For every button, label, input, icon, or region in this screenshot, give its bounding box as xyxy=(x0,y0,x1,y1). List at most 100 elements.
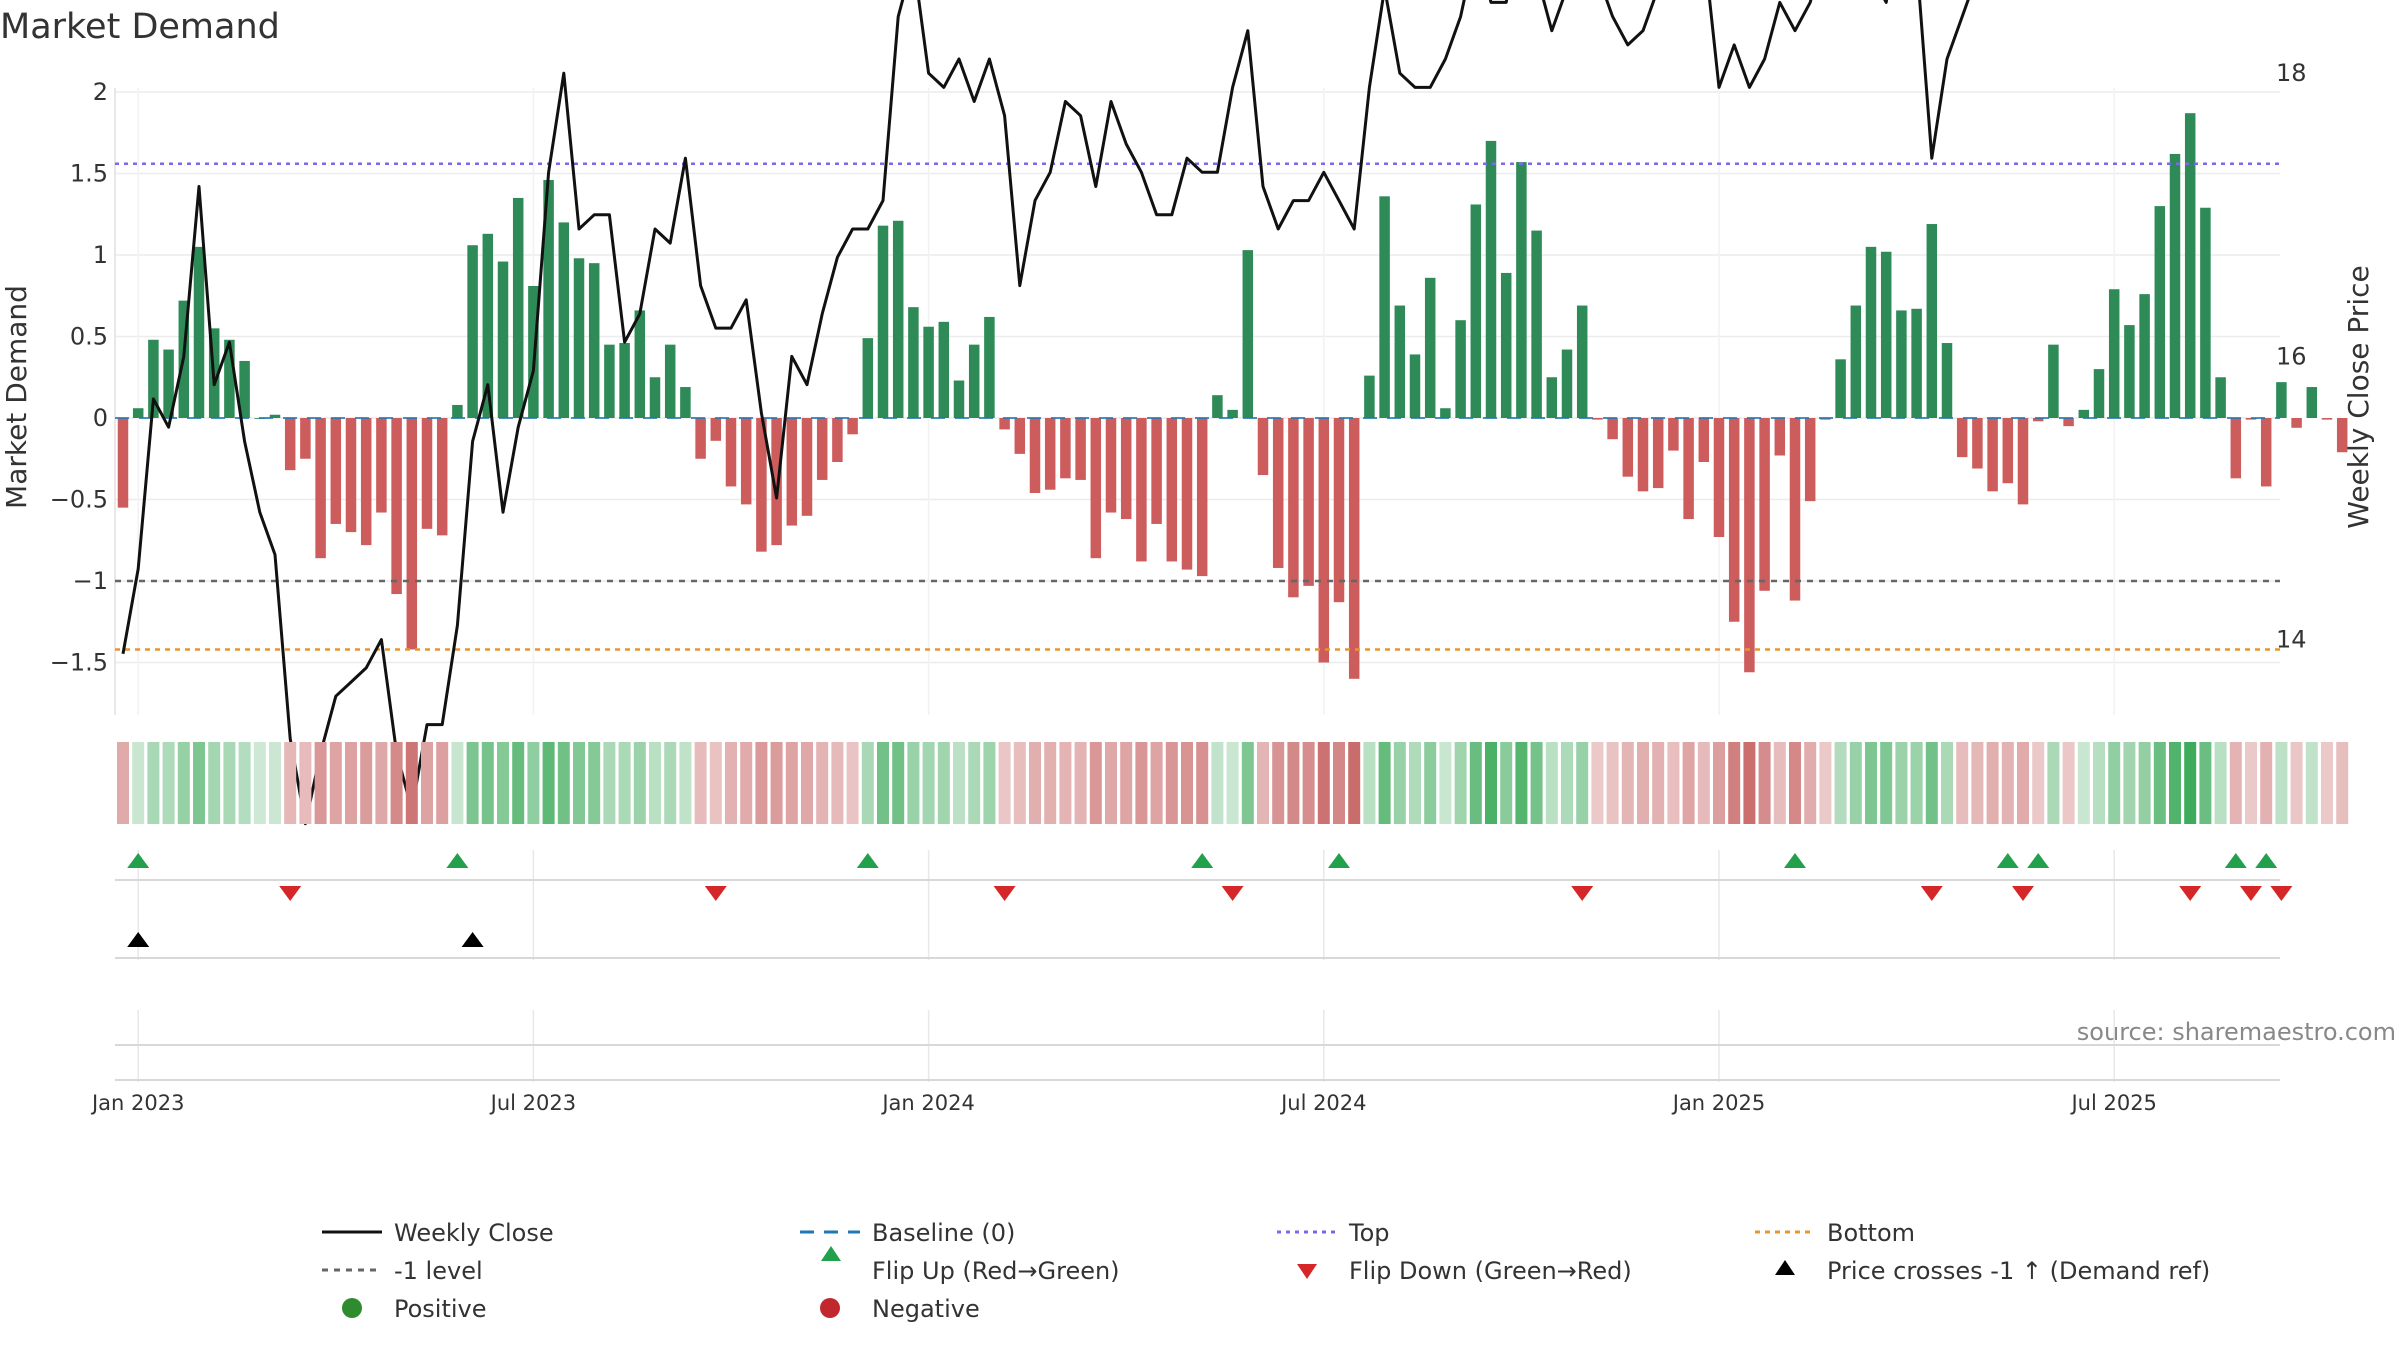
heat-cell xyxy=(1910,742,1923,824)
demand-bar xyxy=(1516,162,1527,418)
legend-flip-down-icon xyxy=(1297,1264,1317,1279)
demand-bar xyxy=(725,418,737,487)
legend-price-cross-icon xyxy=(1775,1260,1795,1275)
heat-cell xyxy=(953,742,965,824)
legend-positive-icon xyxy=(342,1298,362,1318)
heat-cell xyxy=(983,742,996,824)
demand-bar xyxy=(1668,418,1679,451)
demand-bar xyxy=(1500,272,1512,418)
heat-cell xyxy=(816,742,829,824)
source-note: source: sharemaestro.com xyxy=(2077,1018,2396,1046)
demand-bar xyxy=(117,418,129,508)
y-tick-label: 1.5 xyxy=(70,160,108,188)
heat-cell xyxy=(1986,742,1999,824)
heat-cell xyxy=(1211,742,1224,824)
demand-bar xyxy=(1941,343,1953,418)
price-cross-marker xyxy=(127,932,150,947)
heat-cell xyxy=(2336,742,2349,824)
demand-bar xyxy=(1728,418,1740,622)
heat-cell xyxy=(2017,742,2029,824)
demand-bar xyxy=(1348,418,1360,679)
heat-cell xyxy=(968,742,981,824)
heat-cell xyxy=(1971,742,1984,824)
demand-bar xyxy=(1485,140,1497,418)
heat-cell xyxy=(132,742,145,824)
demand-bar xyxy=(1972,418,1983,469)
demand-bar xyxy=(2336,418,2348,453)
heat-cell xyxy=(1257,742,1269,824)
heat-cell xyxy=(345,742,357,824)
heat-cell xyxy=(2153,742,2166,824)
demand-bar xyxy=(710,418,722,441)
heat-cell xyxy=(1287,742,1300,824)
demand-bar xyxy=(1029,418,1041,493)
legend-item-flip-up: Flip Up (Red→Green) xyxy=(821,1246,1120,1285)
flip-up-marker xyxy=(2224,853,2247,868)
demand-bar xyxy=(543,180,554,418)
heat-cell xyxy=(1682,742,1695,824)
demand-bar xyxy=(1683,418,1694,520)
heat-cell xyxy=(1196,742,1209,824)
flip-up-marker xyxy=(856,853,879,868)
heat-cell xyxy=(1013,742,1026,824)
demand-bar xyxy=(908,307,919,418)
demand-bar xyxy=(1637,418,1649,492)
demand-bar xyxy=(771,418,782,546)
y-tick-label: 2 xyxy=(93,78,108,106)
demand-bar xyxy=(801,418,813,516)
demand-bar xyxy=(1470,204,1482,418)
heat-cell xyxy=(785,742,798,824)
heat-cell xyxy=(375,742,388,824)
legend-label-flip-down: Flip Down (Green→Red) xyxy=(1349,1257,1632,1285)
flip-down-marker xyxy=(1221,886,1244,901)
demand-bar xyxy=(1911,308,1922,418)
heat-cell xyxy=(1424,742,1437,824)
flip-up-marker xyxy=(1996,853,2019,868)
demand-heat-strip xyxy=(117,742,2349,824)
demand-bar xyxy=(1713,418,1725,537)
legend-label-positive: Positive xyxy=(394,1295,487,1323)
heat-cell xyxy=(877,742,889,824)
heat-cell xyxy=(1743,742,1756,824)
y-tick-label: −1.5 xyxy=(50,649,108,677)
heat-cell xyxy=(588,742,601,824)
heat-cell xyxy=(466,742,479,824)
heat-cell xyxy=(2260,742,2273,824)
heat-cell xyxy=(481,742,494,824)
demand-bar xyxy=(680,387,691,418)
demand-bar xyxy=(892,220,904,418)
heat-cell xyxy=(1454,742,1467,824)
heat-cell xyxy=(1409,742,1421,824)
x-tick-label: Jan 2025 xyxy=(1671,1091,1766,1115)
x-tick-label: Jul 2023 xyxy=(489,1091,576,1115)
heat-cell xyxy=(2093,742,2105,824)
heat-cell xyxy=(755,742,768,824)
demand-bar xyxy=(2215,377,2226,418)
heat-cell xyxy=(770,742,783,824)
event-markers xyxy=(127,853,2293,947)
flip-up-marker xyxy=(446,853,469,868)
heat-cell xyxy=(299,742,312,824)
heat-cell xyxy=(1181,742,1193,824)
legend-item-flip-down: Flip Down (Green→Red) xyxy=(1297,1257,1632,1285)
heat-cell xyxy=(1439,742,1452,824)
heat-cell xyxy=(709,742,722,824)
heat-cell xyxy=(1333,742,1345,824)
demand-bar xyxy=(1090,418,1102,559)
demand-bar xyxy=(132,408,144,418)
demand-bar xyxy=(740,418,752,505)
heat-cell xyxy=(725,742,737,824)
demand-bar xyxy=(284,418,296,471)
demand-bar xyxy=(2169,153,2181,418)
heat-cell xyxy=(269,742,281,824)
flip-up-marker xyxy=(1328,853,1350,868)
heat-cell xyxy=(117,742,129,824)
flip-down-marker xyxy=(2270,886,2293,901)
heat-cell xyxy=(2184,742,2197,824)
heat-cell xyxy=(694,742,707,824)
heat-cell xyxy=(2108,742,2121,824)
demand-bar xyxy=(1424,277,1436,418)
heat-cell xyxy=(846,742,859,824)
heat-cell xyxy=(162,742,175,824)
heat-cell xyxy=(1485,742,1497,824)
